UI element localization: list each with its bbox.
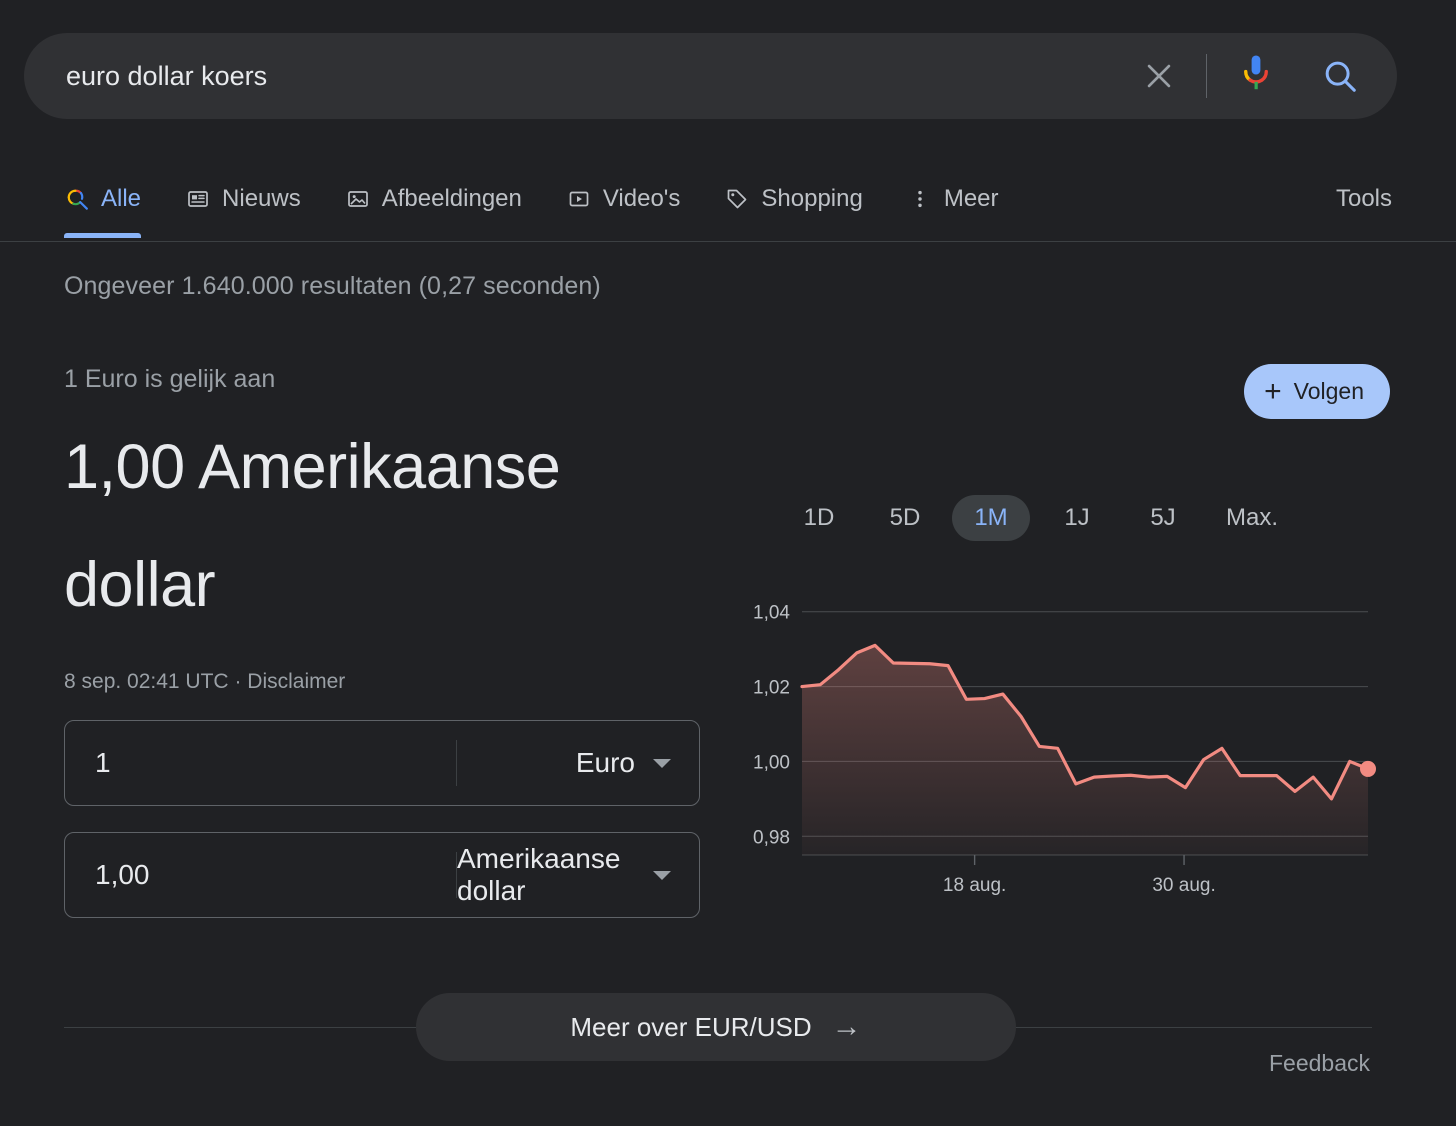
video-icon	[566, 186, 592, 212]
chevron-down-icon	[653, 758, 671, 768]
conversion-timestamp: 8 sep. 02:41 UTC	[64, 670, 229, 693]
tab-label: Shopping	[761, 185, 863, 212]
tab-label: Video's	[602, 185, 681, 212]
tab-nieuws[interactable]: Nieuws	[185, 160, 301, 238]
svg-text:1,02: 1,02	[753, 678, 790, 699]
svg-text:18 aug.: 18 aug.	[943, 875, 1006, 896]
conversion-left-column: 1 Euro is gelijk aan 1,00 Amerikaanse do…	[64, 365, 724, 918]
nav-tabs: Alle Nieuws	[64, 160, 1043, 238]
tab-label: Alle	[101, 185, 142, 212]
svg-text:30 aug.: 30 aug.	[1152, 875, 1215, 896]
feedback-link[interactable]: Feedback	[1268, 1050, 1370, 1076]
chart-canvas: 1,04 1,02 1,00 0,98 18 aug. 30 aug.	[730, 579, 1390, 914]
range-5j[interactable]: 5J	[1124, 495, 1202, 541]
arrow-right-icon: →	[831, 1010, 862, 1043]
more-label: Meer over EUR/USD	[570, 1011, 812, 1042]
tab-alle[interactable]: Alle	[64, 160, 142, 238]
field-divider	[456, 740, 457, 786]
to-currency-row: Amerikaanse dollar	[64, 832, 700, 918]
chevron-down-icon	[653, 870, 671, 880]
google-search-icon	[64, 186, 90, 212]
search-divider	[1206, 54, 1207, 98]
from-currency-row: Euro	[64, 720, 700, 806]
search-input[interactable]	[24, 60, 1132, 92]
tab-label: Afbeeldingen	[381, 185, 522, 212]
from-amount-input[interactable]	[65, 747, 456, 779]
conversion-timestamp-row: 8 sep. 02:41 UTC · Disclaimer	[64, 670, 724, 694]
tag-icon	[724, 186, 750, 212]
conversion-headline: 1,00 Amerikaanse dollar	[64, 432, 561, 620]
timestamp-separator: ·	[234, 670, 242, 693]
follow-button[interactable]: + Volgen	[1244, 364, 1390, 419]
range-1d[interactable]: 1D	[780, 495, 858, 541]
tab-active-underline	[64, 233, 142, 238]
tools-button[interactable]: Tools	[1336, 160, 1392, 238]
chart-range-selector: 1D 5D 1M 1J 5J Max.	[780, 495, 1390, 541]
conversion-subtitle: 1 Euro is gelijk aan	[64, 365, 276, 393]
svg-text:1,00: 1,00	[753, 752, 790, 773]
range-5d[interactable]: 5D	[866, 495, 944, 541]
to-amount-input[interactable]	[65, 859, 456, 891]
search-submit-icon[interactable]	[1313, 49, 1367, 103]
exchange-rate-chart-section: 1D 5D 1M 1J 5J Max. 1,04 1,02 1,00 0,98 18 a…	[730, 495, 1390, 914]
image-icon	[345, 186, 371, 212]
range-1m[interactable]: 1M	[952, 495, 1030, 541]
range-1j[interactable]: 1J	[1038, 495, 1116, 541]
tab-label: Nieuws	[222, 185, 301, 212]
tools-label: Tools	[1335, 185, 1392, 212]
tab-label: Meer	[943, 185, 999, 212]
tab-afbeeldingen[interactable]: Afbeeldingen	[345, 160, 522, 238]
from-currency-select[interactable]: Euro	[457, 747, 699, 779]
more-about-pair-button[interactable]: Meer over EUR/USD →	[416, 993, 1016, 1061]
voice-search-icon[interactable]	[1233, 49, 1279, 103]
plus-icon: +	[1264, 374, 1282, 408]
rate-line-chart: 1,04 1,02 1,00 0,98 18 aug. 30 aug.	[753, 603, 1376, 896]
tab-meer[interactable]: Meer	[907, 160, 999, 238]
tab-videos[interactable]: Video's	[566, 160, 681, 238]
tab-shopping[interactable]: Shopping	[724, 160, 863, 238]
from-currency-label: Euro	[575, 747, 635, 778]
follow-label: Volgen	[1293, 378, 1364, 404]
to-currency-label: Amerikaanse dollar	[457, 843, 621, 906]
range-max[interactable]: Max.	[1210, 495, 1294, 541]
svg-text:1,04: 1,04	[753, 603, 790, 624]
result-stats: Ongeveer 1.640.000 resultaten (0,27 seco…	[64, 272, 601, 300]
to-currency-select[interactable]: Amerikaanse dollar	[457, 843, 699, 907]
more-vert-icon	[907, 186, 933, 212]
field-divider	[456, 852, 457, 898]
newspaper-icon	[185, 186, 211, 212]
clear-search-icon[interactable]	[1132, 49, 1186, 103]
disclaimer-link[interactable]: Disclaimer	[247, 670, 346, 693]
search-bar	[24, 33, 1397, 119]
svg-text:0,98: 0,98	[753, 827, 790, 848]
search-nav: Alle Nieuws	[0, 160, 1456, 242]
